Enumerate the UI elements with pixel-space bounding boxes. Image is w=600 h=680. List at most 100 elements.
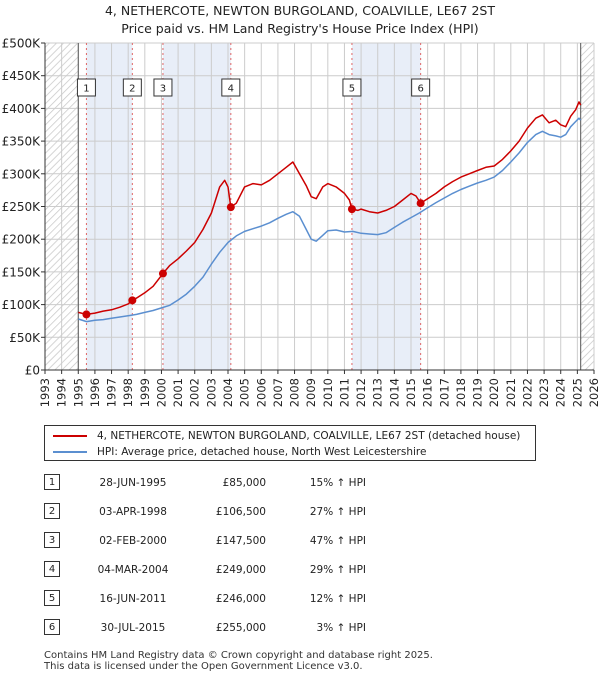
- sale-hpi-diff: 29% ↑ HPI: [309, 564, 366, 576]
- sale-price: £246,000: [215, 593, 266, 605]
- sale-number-badge: 2: [44, 503, 60, 519]
- x-tick-label: 2026: [587, 378, 600, 407]
- sale-row: 2 03-APR-1998 £106,500 27% ↑ HPI: [44, 502, 444, 522]
- footer-line-2: This data is licensed under the Open Gov…: [44, 661, 363, 672]
- sale-point: [347, 205, 356, 214]
- sale-label-box: [221, 78, 241, 97]
- x-tick-label: 2010: [321, 378, 335, 407]
- x-tick-label: 2009: [304, 378, 318, 407]
- x-tick-label: 2022: [520, 378, 534, 407]
- x-tick-label: 2014: [387, 378, 401, 407]
- legend-label-property: 4, NETHERCOTE, NEWTON BURGOLAND, COALVIL…: [97, 430, 521, 442]
- sale-row: 4 04-MAR-2004 £249,000 29% ↑ HPI: [44, 560, 444, 580]
- sale-date: 02-FEB-2000: [99, 535, 167, 547]
- sale-row: 3 02-FEB-2000 £147,500 47% ↑ HPI: [44, 531, 444, 551]
- x-tick-label: 2021: [504, 378, 518, 407]
- x-tick-label: 2012: [354, 378, 368, 407]
- title-line-2: Price paid vs. HM Land Registry's House …: [121, 21, 479, 36]
- y-tick-label: £350K: [2, 135, 42, 149]
- x-tick-label: 2006: [254, 378, 268, 407]
- sale-row: 5 16-JUN-2011 £246,000 12% ↑ HPI: [44, 589, 444, 609]
- footer-note: Contains HM Land Registry data © Crown c…: [44, 650, 433, 672]
- legend-swatch-hpi: [53, 451, 87, 453]
- x-tick-label: 2023: [537, 378, 551, 407]
- sale-hpi-diff: 27% ↑ HPI: [309, 506, 366, 518]
- legend-item-property: 4, NETHERCOTE, NEWTON BURGOLAND, COALVIL…: [53, 428, 520, 444]
- x-tick-label: 1998: [121, 378, 135, 407]
- sale-label-box: [153, 78, 173, 97]
- y-tick-label: £150K: [2, 265, 42, 279]
- legend-swatch-property: [53, 435, 87, 437]
- y-tick-label: £100K: [2, 298, 42, 312]
- sale-label-box: [411, 78, 431, 97]
- x-tick-label: 2016: [421, 378, 435, 407]
- sale-label-text: 3: [160, 84, 166, 95]
- x-tick-label: 2020: [487, 378, 501, 407]
- sale-date: 16-JUN-2011: [99, 593, 167, 605]
- chart-title: 4, NETHERCOTE, NEWTON BURGOLAND, COALVIL…: [0, 2, 600, 38]
- y-tick-label: £200K: [2, 233, 42, 247]
- sale-row: 6 30-JUL-2015 £255,000 3% ↑ HPI: [44, 618, 444, 638]
- x-tick-label: 2019: [471, 378, 485, 407]
- x-tick-label: 2005: [238, 378, 252, 407]
- x-tick-label: 2024: [554, 378, 568, 407]
- sale-hpi-diff: 47% ↑ HPI: [309, 535, 366, 547]
- sale-label-text: 2: [129, 84, 135, 95]
- price-chart: 1 2 3 4 5 6 £0 £50K £100K £150K £200K £250K £300K £3…: [2, 37, 600, 408]
- sale-number-badge: 6: [44, 619, 60, 635]
- y-tick-label: £50K: [9, 331, 41, 345]
- x-tick-label: 2025: [570, 378, 584, 407]
- x-tick-label: 2003: [204, 378, 218, 407]
- sale-number-badge: 3: [44, 532, 60, 548]
- footer-line-1: Contains HM Land Registry data © Crown c…: [44, 650, 433, 661]
- sale-date: 30-JUL-2015: [100, 622, 166, 634]
- sale-point: [82, 310, 91, 319]
- sale-hpi-diff: 15% ↑ HPI: [309, 477, 366, 489]
- sale-label-box: [342, 78, 362, 97]
- sale-price: £85,000: [222, 477, 266, 489]
- sale-number-badge: 4: [44, 561, 60, 577]
- sale-point: [128, 296, 137, 305]
- x-tick-label: 2017: [437, 378, 451, 407]
- y-tick-label: £0: [25, 364, 40, 378]
- x-tick-label: 1995: [71, 378, 85, 407]
- sale-label-text: 5: [349, 84, 355, 95]
- sale-date: 28-JUN-1995: [99, 477, 167, 489]
- x-tick-label: 1993: [38, 378, 52, 407]
- sale-price: £106,500: [215, 506, 266, 518]
- sale-label-text: 1: [83, 84, 89, 95]
- chart-legend: 4, NETHERCOTE, NEWTON BURGOLAND, COALVIL…: [44, 425, 536, 461]
- x-tick-label: 1997: [105, 378, 119, 407]
- hpi-series-line: [78, 117, 582, 323]
- y-tick-label: £300K: [2, 167, 42, 181]
- sale-label-box: [76, 78, 96, 97]
- x-tick-label: 2004: [221, 378, 235, 407]
- x-tick-label: 1996: [88, 378, 102, 407]
- sale-point: [226, 203, 235, 212]
- sale-label-text: 6: [417, 84, 423, 95]
- legend-item-hpi: HPI: Average price, detached house, Nort…: [53, 444, 426, 460]
- x-tick-label: 2018: [454, 378, 468, 407]
- x-tick-label: 2008: [288, 378, 302, 407]
- x-tick-label: 2000: [154, 378, 168, 407]
- x-tick-label: 2002: [188, 378, 202, 407]
- property-series-line: [78, 101, 582, 316]
- sale-number-badge: 5: [44, 590, 60, 606]
- sale-date: 03-APR-1998: [99, 506, 167, 518]
- x-tick-label: 1999: [138, 378, 152, 407]
- y-tick-label: £500K: [2, 37, 42, 51]
- sale-price: £255,000: [215, 622, 266, 634]
- sale-row: 1 28-JUN-1995 £85,000 15% ↑ HPI: [44, 473, 444, 493]
- y-tick-label: £250K: [2, 200, 42, 214]
- y-tick-label: £400K: [2, 102, 42, 116]
- sale-point: [158, 269, 167, 278]
- x-tick-label: 2007: [271, 378, 285, 407]
- sale-hpi-diff: 3% ↑ HPI: [316, 622, 366, 634]
- legend-label-hpi: HPI: Average price, detached house, Nort…: [97, 446, 427, 458]
- sale-date: 04-MAR-2004: [97, 564, 169, 576]
- x-tick-label: 1994: [55, 378, 69, 407]
- sale-number-badge: 1: [44, 474, 60, 490]
- sale-price: £249,000: [215, 564, 266, 576]
- x-tick-label: 2011: [337, 378, 351, 407]
- x-tick-label: 2015: [404, 378, 418, 407]
